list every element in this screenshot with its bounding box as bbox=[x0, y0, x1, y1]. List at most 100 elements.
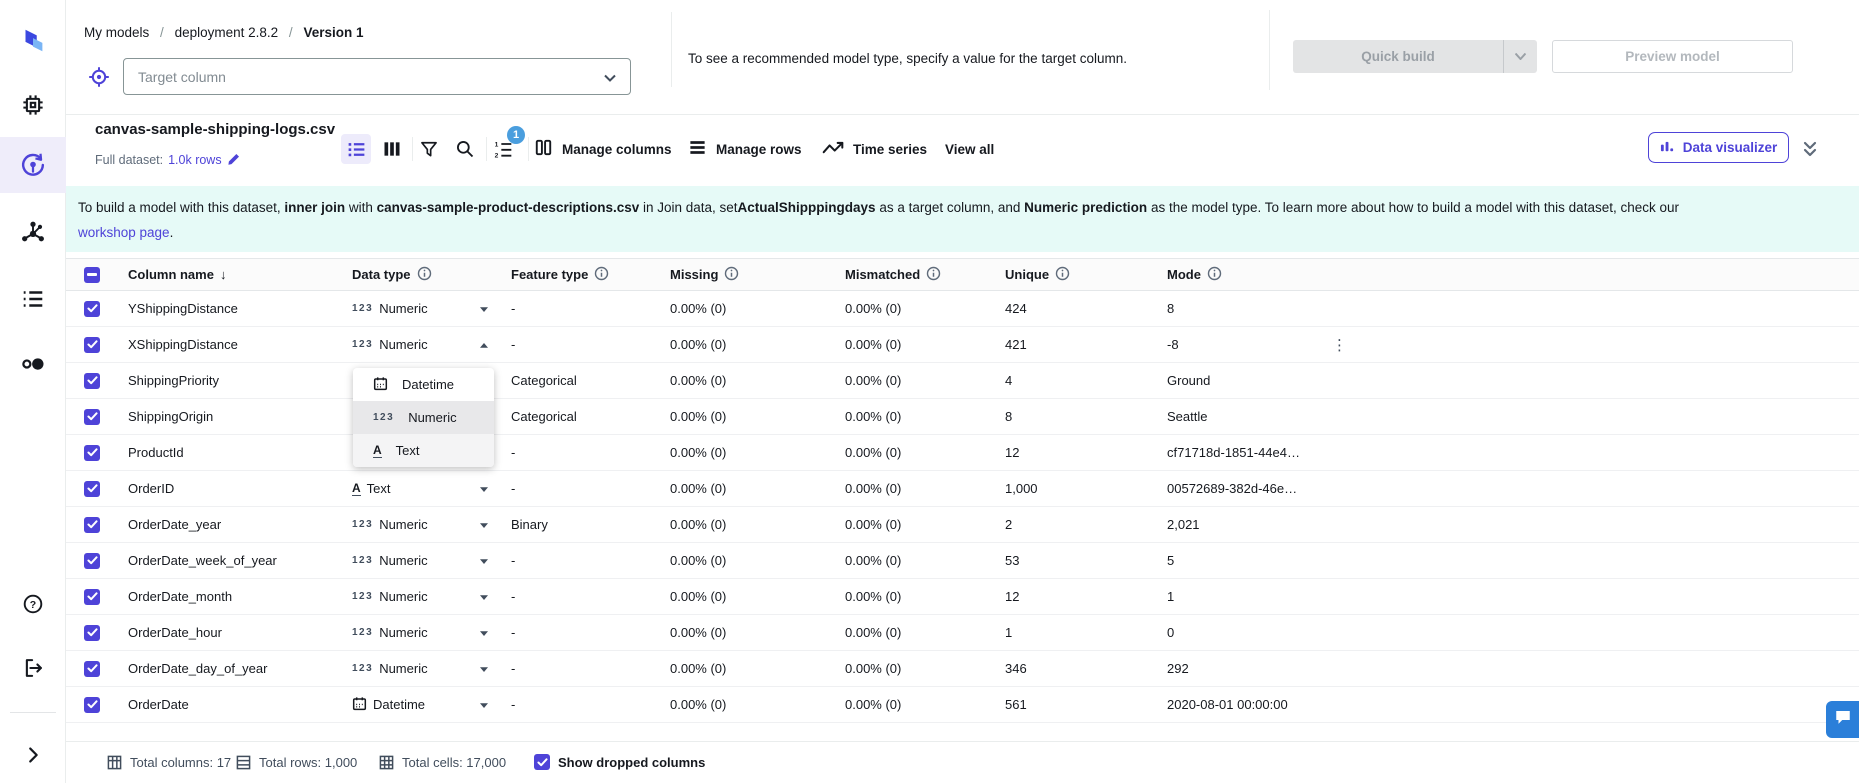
row-checkbox[interactable] bbox=[84, 372, 100, 389]
data-type-select[interactable]: 123 Numeric bbox=[346, 517, 505, 532]
target-column-select[interactable]: Target column bbox=[123, 58, 631, 95]
sort-descending-icon[interactable]: ↓ bbox=[219, 267, 227, 282]
column-header[interactable]: Feature type bbox=[505, 266, 664, 284]
row-checkbox[interactable] bbox=[84, 624, 100, 641]
preview-model-button[interactable]: Preview model bbox=[1552, 40, 1793, 73]
circles-icon[interactable] bbox=[0, 344, 66, 384]
show-dropped-columns-checkbox[interactable] bbox=[534, 754, 550, 770]
feature-type-cell-value: - bbox=[511, 553, 516, 568]
column-header[interactable]: Missing bbox=[664, 266, 839, 284]
expand-icon[interactable] bbox=[0, 735, 66, 775]
column-name-value: OrderDate_month bbox=[128, 589, 233, 604]
sign-out-icon[interactable] bbox=[0, 648, 66, 688]
row-checkbox[interactable] bbox=[84, 696, 100, 713]
data-type-value: Numeric bbox=[379, 625, 428, 640]
info-icon[interactable] bbox=[724, 266, 739, 284]
data-type-select[interactable]: 123 Numeric bbox=[346, 625, 505, 640]
mismatched-cell-value: 0.00% (0) bbox=[845, 409, 902, 424]
unique-cell-value: 53 bbox=[1005, 553, 1020, 568]
rows-count-link[interactable]: 1.0k rows bbox=[168, 153, 222, 167]
column-name-value: OrderDate_week_of_year bbox=[128, 553, 277, 568]
chat-feedback-tab[interactable] bbox=[1826, 701, 1859, 738]
row-checkbox[interactable] bbox=[84, 444, 100, 461]
row-checkbox[interactable] bbox=[84, 480, 100, 497]
column-view-icon[interactable] bbox=[377, 134, 407, 164]
manage-columns-button[interactable]: Manage columns bbox=[534, 134, 672, 164]
breadcrumb-my-models[interactable]: My models bbox=[84, 25, 150, 40]
mode-cell-value: cf71718d-1851-44e4… bbox=[1167, 445, 1300, 460]
view-all-button[interactable]: View all bbox=[945, 134, 994, 164]
data-type-select[interactable]: Datetime bbox=[346, 696, 505, 714]
double-chevron-down-icon[interactable] bbox=[1800, 139, 1820, 164]
column-header[interactable]: Unique bbox=[999, 266, 1161, 284]
breadcrumb: My models / deployment 2.8.2 / Version 1 bbox=[84, 25, 363, 40]
automations-icon[interactable] bbox=[0, 213, 66, 253]
unique-cell: 424 bbox=[999, 301, 1161, 316]
data-type-select[interactable]: 123 Numeric bbox=[346, 301, 505, 316]
row-checkbox[interactable] bbox=[84, 552, 100, 569]
row-checkbox[interactable] bbox=[84, 408, 100, 425]
models-icon[interactable] bbox=[0, 145, 66, 185]
row-checkbox-cell bbox=[66, 300, 112, 317]
column-header[interactable]: Mismatched bbox=[839, 266, 999, 284]
column-name-value: OrderID bbox=[128, 481, 175, 496]
missing-cell-value: 0.00% (0) bbox=[670, 481, 727, 496]
data-type-value: Numeric bbox=[379, 589, 428, 604]
info-icon[interactable] bbox=[1207, 266, 1222, 284]
search-icon[interactable] bbox=[450, 134, 480, 164]
edit-pencil-icon[interactable] bbox=[227, 151, 242, 169]
mismatched-cell: 0.00% (0) bbox=[839, 301, 999, 316]
info-icon[interactable] bbox=[1055, 266, 1070, 284]
column-name-value: OrderDate_hour bbox=[128, 625, 222, 640]
compute-chip-icon[interactable] bbox=[0, 85, 66, 125]
unique-cell-value: 424 bbox=[1005, 301, 1027, 316]
column-header[interactable]: Mode bbox=[1161, 266, 1859, 284]
manage-rows-button[interactable]: Manage rows bbox=[688, 134, 802, 164]
sort-icon[interactable]: 1 2 1 bbox=[488, 126, 525, 164]
missing-cell: 0.00% (0) bbox=[664, 301, 839, 316]
banner-bold-text: canvas-sample-product-descriptions.csv bbox=[376, 200, 640, 215]
data-visualizer-button[interactable]: Data visualizer bbox=[1648, 132, 1789, 163]
workshop-page-link[interactable]: workshop page bbox=[78, 225, 170, 240]
feature-type-cell: - bbox=[505, 301, 664, 316]
target-icon bbox=[88, 66, 110, 93]
row-checkbox[interactable] bbox=[84, 516, 100, 533]
column-header[interactable]: Data type bbox=[346, 266, 505, 284]
row-checkbox[interactable] bbox=[84, 660, 100, 677]
banner-text: as the model type. To learn more about h… bbox=[1147, 200, 1679, 215]
row-actions-kebab-icon[interactable]: ⋮ bbox=[1332, 337, 1347, 354]
row-checkbox[interactable] bbox=[84, 336, 100, 353]
quick-build-caret[interactable] bbox=[1503, 40, 1537, 73]
missing-cell-value: 0.00% (0) bbox=[670, 697, 727, 712]
quick-build-button[interactable]: Quick build bbox=[1293, 40, 1537, 73]
column-header[interactable]: Column name ↓ bbox=[112, 267, 346, 282]
data-type-select[interactable]: A Text bbox=[346, 481, 505, 496]
column-name-value: OrderDate_year bbox=[128, 517, 222, 532]
info-icon[interactable] bbox=[594, 266, 609, 284]
row-checkbox-cell bbox=[66, 444, 112, 461]
row-checkbox[interactable] bbox=[84, 588, 100, 605]
menu-item-text[interactable]: A Text bbox=[353, 434, 494, 467]
filter-icon[interactable] bbox=[414, 134, 444, 164]
time-series-button[interactable]: Time series bbox=[822, 134, 927, 164]
mode-cell-value: 0 bbox=[1167, 625, 1175, 640]
breadcrumb-deployment[interactable]: deployment 2.8.2 bbox=[174, 25, 279, 40]
data-type-select[interactable]: 123 Numeric bbox=[346, 553, 505, 568]
list-view-icon[interactable] bbox=[341, 134, 371, 164]
menu-item-datetime[interactable]: Datetime bbox=[353, 368, 494, 401]
unique-cell-value: 4 bbox=[1005, 373, 1013, 388]
help-icon[interactable]: ? bbox=[0, 584, 66, 624]
info-icon[interactable] bbox=[926, 266, 941, 284]
column-name-cell: ShippingPriority bbox=[112, 373, 346, 388]
data-type-select[interactable]: 123 Numeric bbox=[346, 661, 505, 676]
menu-item-numeric[interactable]: 123 Numeric bbox=[353, 401, 494, 434]
canvas-logo[interactable] bbox=[0, 20, 66, 60]
data-type-select[interactable]: 123 Numeric bbox=[346, 589, 505, 604]
list-icon[interactable] bbox=[0, 279, 66, 319]
row-checkbox[interactable] bbox=[84, 300, 100, 317]
select-all-checkbox[interactable] bbox=[84, 266, 100, 283]
text-icon: A bbox=[373, 442, 382, 458]
info-icon[interactable] bbox=[417, 266, 432, 284]
column-header-label: Column name bbox=[128, 267, 214, 282]
data-type-select[interactable]: 123 Numeric bbox=[346, 337, 505, 352]
